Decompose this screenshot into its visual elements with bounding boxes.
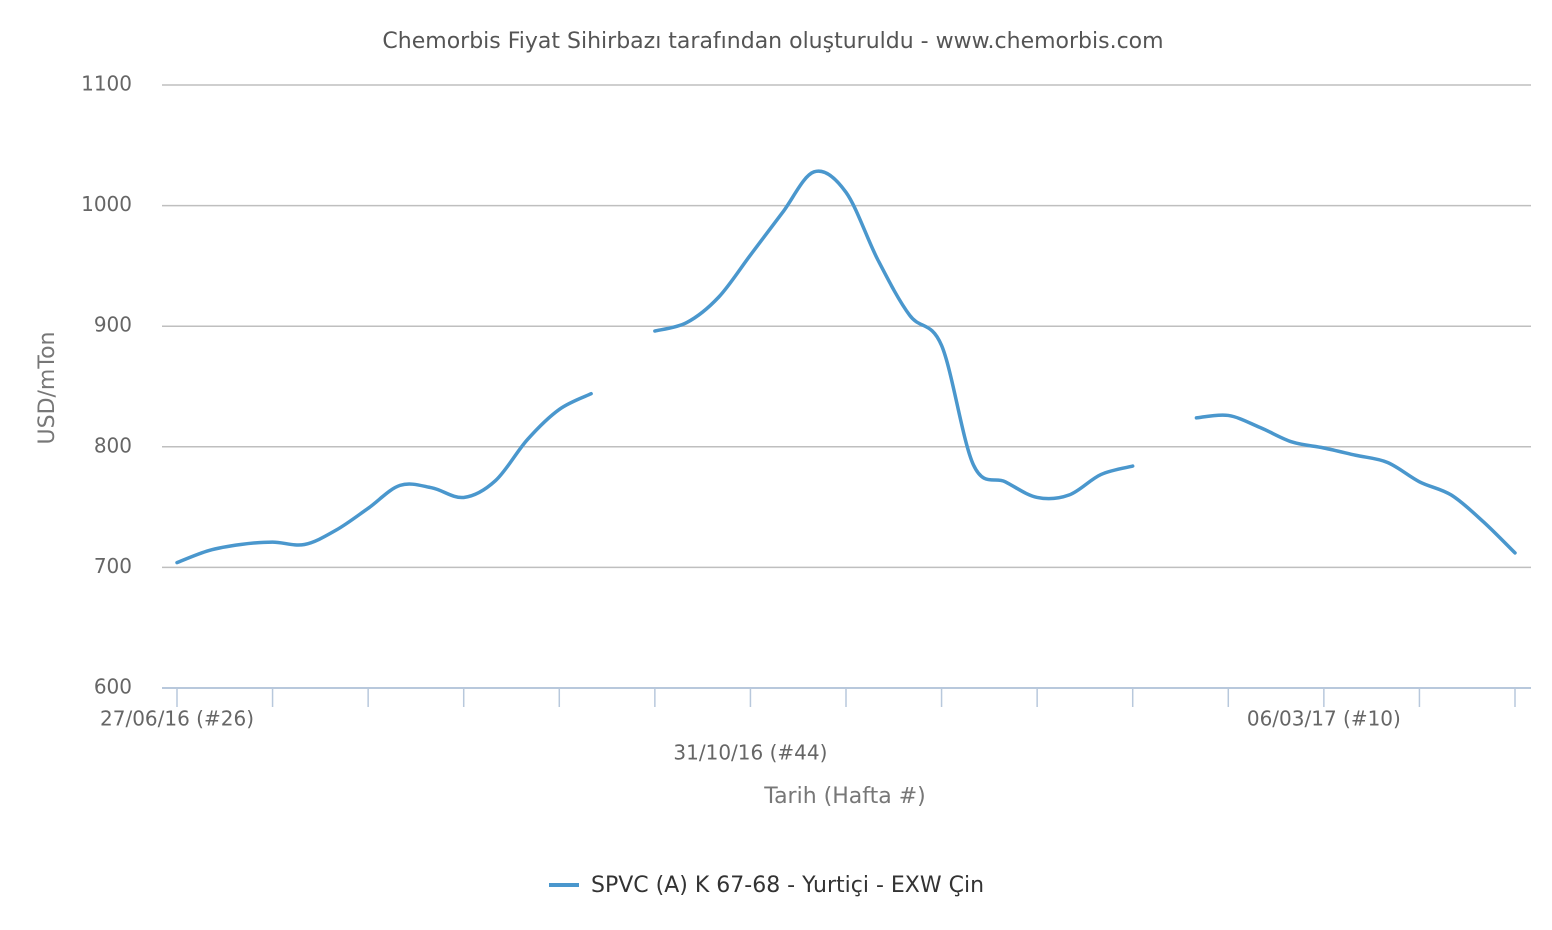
x-tick-label: 06/03/17 (#10) [1247,707,1401,731]
x-tick-label: 31/10/16 (#44) [673,741,827,765]
y-tick-label: 700 [94,554,132,578]
chart-title: Chemorbis Fiyat Sihirbazı tarafından olu… [382,29,1163,54]
data-line [175,169,1517,565]
y-tick-label: 800 [94,433,132,457]
y-tick-label: 1100 [81,72,132,96]
x-axis-title: Tarih (Hafta #) [763,784,925,809]
y-tick-label: 900 [94,313,132,337]
y-tick-label: 600 [94,675,132,699]
y-tick-label: 1000 [81,192,132,216]
y-axis-title: USD/mTon [35,332,60,445]
x-tick-label: 27/06/16 (#26) [100,707,254,731]
legend-label[interactable]: SPVC (A) K 67-68 - Yurtiçi - EXW Çin [591,873,984,898]
